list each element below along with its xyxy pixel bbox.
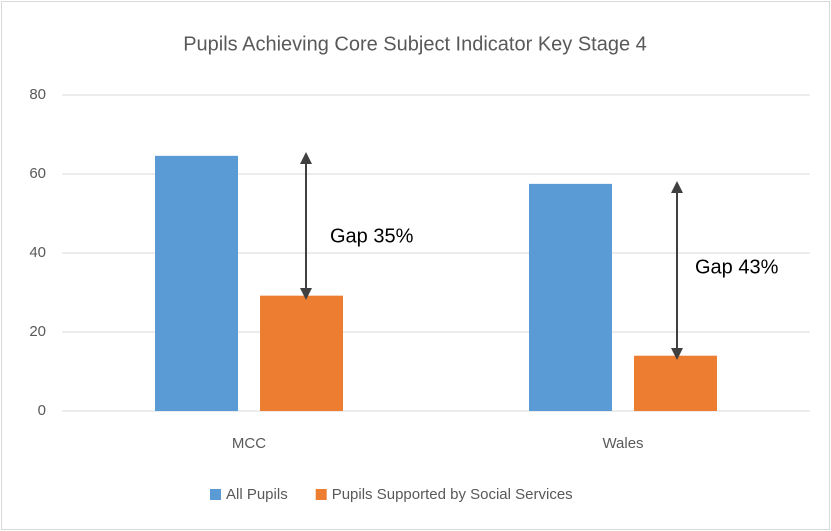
bar [529, 183, 612, 411]
y-tick-label: 20 [29, 323, 46, 340]
annotation: Gap 43% [695, 256, 779, 278]
bar [634, 355, 717, 411]
legend-label: All Pupils [226, 486, 288, 503]
plot-area: 0 20 40 60 80 MCC Wales All Pupils Pupils Suppor… [29, 86, 810, 503]
bar [260, 295, 343, 411]
y-tick-label: 0 [38, 402, 46, 419]
bar [155, 155, 238, 411]
x-tick-label: Wales [602, 435, 643, 452]
y-tick-label: 60 [29, 165, 46, 182]
y-tick-label: 80 [29, 86, 46, 103]
x-tick-label: MCC [232, 435, 266, 452]
legend-swatch [210, 489, 221, 500]
y-tick-label: 40 [29, 244, 46, 261]
annotation: Gap 35% [330, 225, 414, 247]
legend-label: Pupils Supported by Social Services [332, 486, 573, 503]
legend-swatch [315, 489, 327, 500]
chart-title: Pupils Achieving Core Subject Indicator … [183, 33, 647, 55]
